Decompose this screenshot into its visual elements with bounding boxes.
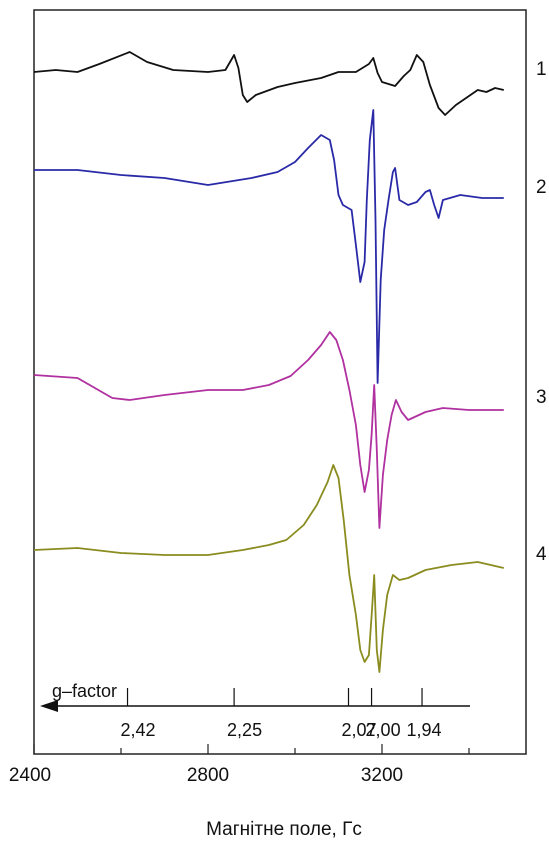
g-factor-tick-label: 2,25 xyxy=(227,720,262,740)
g-factor-tick-label: 2,42 xyxy=(120,720,155,740)
g-factor-scale: g–factor 2,42 2,25 2,072,00 1,94 xyxy=(40,681,470,740)
series-line-4 xyxy=(33,464,505,673)
g-factor-arrowhead xyxy=(40,700,58,712)
x-axis-title: Магнітне поле, Гс xyxy=(206,819,362,840)
series-label-3: 3 xyxy=(536,387,547,408)
g-factor-tick-label: 2,00 xyxy=(366,720,401,740)
x-axis: 2400 2800 3200 xyxy=(9,744,470,786)
series-label-2: 2 xyxy=(536,177,547,198)
series-label-1: 1 xyxy=(536,59,547,80)
x-tick-label: 3200 xyxy=(361,765,403,786)
g-factor-label: g–factor xyxy=(52,681,117,701)
x-tick-label: 2800 xyxy=(187,765,229,786)
series-labels: 1 2 3 4 xyxy=(536,59,547,565)
series-line-3 xyxy=(33,331,504,529)
g-factor-tick-label: 1,94 xyxy=(406,720,441,740)
series-line-1 xyxy=(33,51,505,116)
x-tick-label: 2400 xyxy=(9,765,51,786)
g-factor-ticks: 2,42 2,25 2,072,00 1,94 xyxy=(120,688,442,740)
series-layer xyxy=(33,51,505,673)
series-label-4: 4 xyxy=(536,544,547,565)
plot-frame xyxy=(33,9,527,755)
series-line-2 xyxy=(34,109,504,384)
g-factor-tick-label: 2,07 xyxy=(341,720,376,740)
